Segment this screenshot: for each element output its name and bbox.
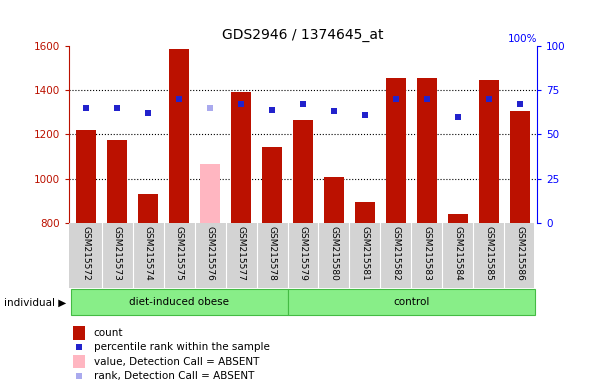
Text: GSM215581: GSM215581 [361,226,370,281]
FancyBboxPatch shape [71,290,287,315]
Bar [386,78,406,223]
Text: GSM215586: GSM215586 [515,226,524,281]
Text: GSM215578: GSM215578 [268,226,277,281]
Bar [262,147,282,223]
Text: GSM215580: GSM215580 [329,226,338,281]
Text: GSM215579: GSM215579 [299,226,308,281]
Text: GSM215577: GSM215577 [236,226,245,281]
Bar [510,111,530,223]
Bar [200,164,220,223]
Text: GSM215572: GSM215572 [82,226,91,281]
Text: count: count [94,328,123,338]
Bar [138,194,158,223]
Text: diet-induced obese: diet-induced obese [129,297,229,308]
Text: value, Detection Call = ABSENT: value, Detection Call = ABSENT [94,357,259,367]
Text: rank, Detection Call = ABSENT: rank, Detection Call = ABSENT [94,371,254,381]
Bar [73,326,85,339]
Text: GSM215574: GSM215574 [143,226,152,281]
Bar [355,202,375,223]
Text: GSM215576: GSM215576 [206,226,215,281]
Text: 100%: 100% [508,34,537,44]
Text: control: control [393,297,430,308]
Bar [76,130,96,223]
Bar [169,50,189,223]
Text: GSM215583: GSM215583 [422,226,431,281]
Bar [417,78,437,223]
Text: GSM215584: GSM215584 [454,226,463,281]
Text: GSM215575: GSM215575 [175,226,184,281]
Bar [107,140,127,223]
Text: percentile rank within the sample: percentile rank within the sample [94,342,269,352]
Text: individual ▶: individual ▶ [4,297,66,308]
Text: GSM215573: GSM215573 [113,226,122,281]
Bar [231,93,251,223]
Bar [324,177,344,223]
Bar [293,120,313,223]
FancyBboxPatch shape [287,290,535,315]
Bar [448,214,468,223]
Title: GDS2946 / 1374645_at: GDS2946 / 1374645_at [222,28,384,42]
Bar [73,355,85,369]
Text: GSM215585: GSM215585 [484,226,493,281]
Text: GSM215582: GSM215582 [391,226,400,281]
Bar [479,80,499,223]
